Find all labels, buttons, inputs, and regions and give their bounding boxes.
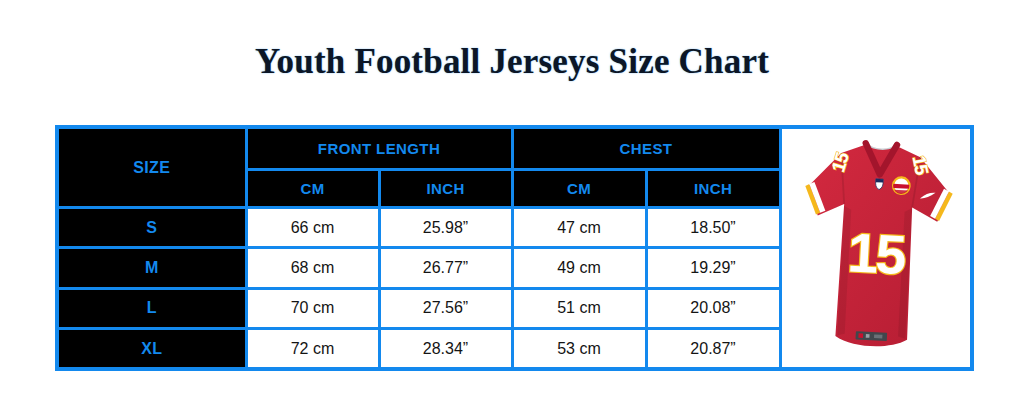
subheader-front-inch: INCH [379,169,512,207]
jersey-image-cell: 15 15 15 [780,127,972,369]
front-cm-cell: 68 cm [246,248,379,288]
page: Youth Football Jerseys Size Chart SIZE F… [0,0,1024,418]
front-inch-cell: 25.98” [379,208,512,248]
jersey-product-image: 15 15 15 [784,131,968,363]
header-chest: CHEST [512,127,780,169]
front-cm-cell: 70 cm [246,288,379,328]
chest-inch-cell: 20.08” [646,288,780,328]
size-cell: XL [57,329,246,369]
header-row-groups: SIZE FRONT LENGTH CHEST [57,127,972,169]
size-chart-table: SIZE FRONT LENGTH CHEST [55,125,974,371]
chest-cm-cell: 53 cm [512,329,646,369]
size-cell: L [57,288,246,328]
jock-tag [855,331,887,341]
chest-cm-cell: 47 cm [512,208,646,248]
front-inch-cell: 28.34” [379,329,512,369]
chest-cm-cell: 51 cm [512,288,646,328]
chest-cm-cell: 49 cm [512,248,646,288]
front-cm-cell: 66 cm [246,208,379,248]
size-cell: S [57,208,246,248]
subheader-chest-cm: CM [512,169,646,207]
jersey-number-chest: 15 [846,221,907,286]
header-size: SIZE [57,127,246,208]
page-title: Youth Football Jerseys Size Chart [0,42,1024,82]
front-inch-cell: 26.77” [379,248,512,288]
size-cell: M [57,248,246,288]
chest-inch-cell: 19.29” [646,248,780,288]
chest-inch-cell: 20.87” [646,329,780,369]
front-inch-cell: 27.56” [379,288,512,328]
chest-inch-cell: 18.50” [646,208,780,248]
header-front-length: FRONT LENGTH [246,127,512,169]
subheader-chest-inch: INCH [646,169,780,207]
front-cm-cell: 72 cm [246,329,379,369]
subheader-front-cm: CM [246,169,379,207]
team-patch-icon [892,177,909,195]
